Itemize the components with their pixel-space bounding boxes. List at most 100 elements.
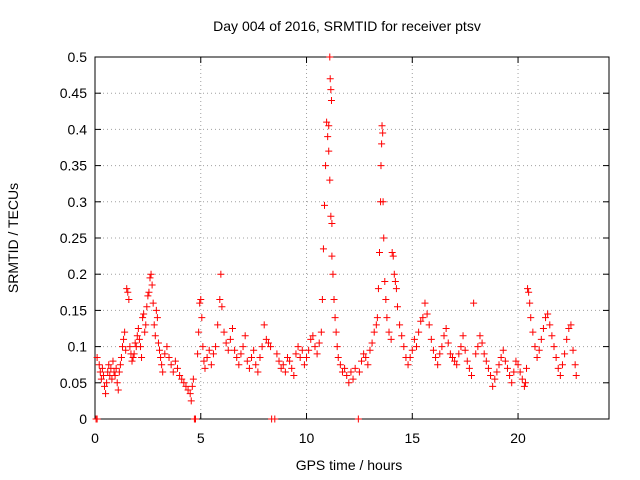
y-tick-label: 0.4 bbox=[68, 121, 88, 137]
data-point bbox=[375, 248, 383, 256]
data-point bbox=[410, 335, 418, 343]
x-tick-label: 5 bbox=[197, 430, 205, 446]
data-point bbox=[129, 353, 137, 361]
data-point bbox=[196, 299, 204, 307]
data-point bbox=[139, 314, 147, 322]
data-point bbox=[423, 310, 431, 318]
data-point bbox=[226, 335, 234, 343]
data-point bbox=[364, 361, 372, 369]
data-point bbox=[245, 364, 253, 372]
data-point bbox=[552, 353, 560, 361]
data-point bbox=[248, 353, 256, 361]
data-point bbox=[535, 346, 543, 354]
data-point bbox=[415, 328, 423, 336]
data-point bbox=[398, 332, 406, 340]
data-point bbox=[419, 314, 427, 322]
data-point bbox=[144, 292, 152, 300]
data-point bbox=[241, 332, 249, 340]
data-point bbox=[368, 339, 376, 347]
data-point bbox=[146, 274, 154, 282]
data-point bbox=[322, 162, 330, 170]
data-point bbox=[115, 368, 123, 376]
data-point bbox=[385, 328, 393, 336]
data-point bbox=[360, 350, 368, 358]
data-point bbox=[501, 357, 509, 365]
data-point bbox=[554, 364, 562, 372]
data-point bbox=[332, 328, 340, 336]
data-point bbox=[98, 364, 106, 372]
data-point bbox=[333, 343, 341, 351]
data-point bbox=[149, 299, 157, 307]
data-point bbox=[341, 364, 349, 372]
data-point bbox=[290, 372, 298, 380]
y-tick-label: 0.25 bbox=[60, 230, 87, 246]
axis-ticks: 0 0.05 0.1 0.15 0.2 0.25 0.3 0.35 0.4 0.45 0.5 0 5 10… bbox=[60, 49, 609, 446]
data-point bbox=[569, 346, 577, 354]
data-point bbox=[105, 361, 113, 369]
data-point bbox=[327, 86, 335, 94]
data-point bbox=[328, 252, 336, 260]
data-point bbox=[214, 321, 222, 329]
data-point bbox=[199, 343, 207, 351]
data-point bbox=[134, 325, 142, 332]
data-point bbox=[151, 332, 159, 340]
data-point bbox=[167, 361, 175, 369]
data-point bbox=[453, 361, 461, 369]
data-point bbox=[527, 314, 535, 322]
data-point bbox=[571, 361, 579, 369]
data-point bbox=[326, 176, 334, 184]
data-point bbox=[499, 346, 507, 354]
data-point bbox=[389, 252, 397, 260]
data-point bbox=[523, 364, 531, 372]
data-point bbox=[336, 361, 344, 369]
data-point bbox=[563, 335, 571, 343]
data-point bbox=[472, 350, 480, 358]
data-point bbox=[239, 343, 247, 351]
data-point bbox=[379, 129, 387, 137]
data-point bbox=[131, 339, 139, 347]
data-point bbox=[442, 325, 450, 332]
data-point bbox=[446, 350, 454, 358]
data-point bbox=[203, 353, 211, 361]
x-tick-label: 20 bbox=[510, 430, 526, 446]
data-point bbox=[271, 415, 279, 423]
data-point bbox=[184, 386, 192, 394]
data-point bbox=[417, 317, 425, 325]
data-point bbox=[294, 343, 302, 351]
data-point bbox=[349, 375, 357, 383]
data-point bbox=[436, 350, 444, 358]
data-point bbox=[286, 357, 294, 365]
data-point bbox=[191, 415, 199, 423]
grid bbox=[95, 57, 609, 419]
data-point bbox=[444, 339, 452, 347]
data-point bbox=[99, 372, 107, 380]
data-point bbox=[142, 321, 150, 329]
y-tick-label: 0.3 bbox=[68, 194, 88, 210]
data-point bbox=[548, 332, 556, 340]
data-point bbox=[180, 379, 188, 387]
y-tick-label: 0.2 bbox=[68, 266, 88, 282]
data-point bbox=[153, 314, 161, 322]
data-point bbox=[260, 321, 268, 329]
data-point bbox=[277, 364, 285, 372]
data-point bbox=[222, 339, 230, 347]
data-point bbox=[448, 353, 456, 361]
data-point bbox=[366, 346, 374, 354]
data-point bbox=[130, 350, 138, 358]
data-point bbox=[521, 379, 529, 387]
data-point bbox=[542, 314, 550, 322]
data-point bbox=[205, 346, 213, 354]
data-point bbox=[382, 296, 390, 304]
data-point bbox=[468, 372, 476, 380]
data-point bbox=[163, 343, 171, 351]
data-point bbox=[377, 162, 385, 170]
data-point bbox=[189, 375, 197, 383]
data-point bbox=[95, 361, 103, 369]
data-point bbox=[109, 357, 117, 365]
data-point bbox=[157, 353, 165, 361]
data-point bbox=[326, 53, 334, 61]
data-point bbox=[429, 346, 437, 354]
data-point bbox=[457, 343, 465, 351]
data-point bbox=[125, 296, 133, 304]
